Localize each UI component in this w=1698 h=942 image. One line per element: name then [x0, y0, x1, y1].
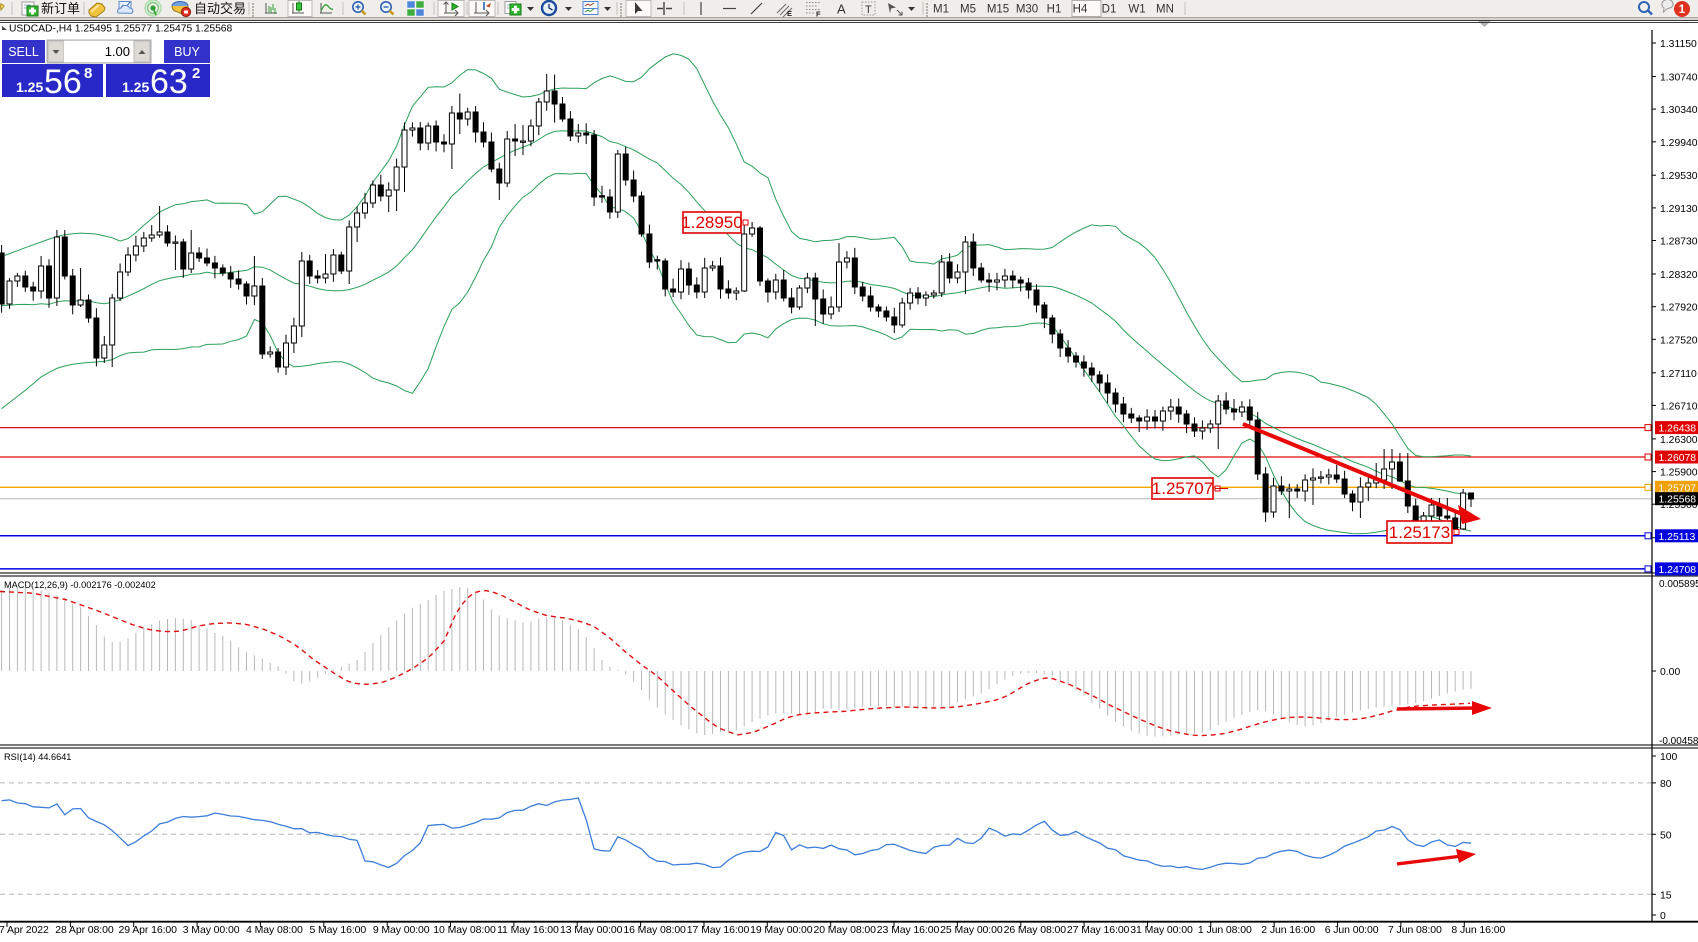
svg-text:1.25113: 1.25113	[1659, 532, 1696, 543]
svg-text:1.00: 1.00	[105, 44, 130, 59]
svg-text:D1: D1	[1102, 4, 1117, 16]
svg-text:80: 80	[1660, 779, 1672, 790]
svg-text:15: 15	[1660, 890, 1672, 901]
svg-text:1 Jun 08:00: 1 Jun 08:00	[1198, 924, 1252, 936]
svg-text:MN: MN	[1156, 4, 1174, 16]
svg-text:56: 56	[44, 63, 82, 101]
svg-text:2: 2	[192, 65, 200, 82]
svg-text:H1: H1	[1047, 4, 1062, 16]
svg-text:10 May 08:00: 10 May 08:00	[433, 924, 496, 936]
svg-text:1.25707: 1.25707	[1659, 483, 1697, 494]
svg-text:1.28730: 1.28730	[1660, 237, 1698, 248]
svg-text:63: 63	[150, 63, 188, 101]
svg-text:6 Jun 00:00: 6 Jun 00:00	[1325, 924, 1379, 936]
svg-text:1.30340: 1.30340	[1660, 105, 1698, 116]
svg-text:M1: M1	[933, 4, 949, 16]
svg-text:1.29130: 1.29130	[1660, 204, 1698, 215]
svg-text:新订单: 新订单	[41, 1, 80, 16]
svg-text:USDCAD-,H4 1.25495 1.25577 1.2: USDCAD-,H4 1.25495 1.25577 1.25475 1.255…	[9, 24, 233, 35]
svg-text:1.26078: 1.26078	[1659, 453, 1697, 464]
svg-text:M5: M5	[960, 4, 976, 16]
svg-text:1.31150: 1.31150	[1660, 39, 1697, 50]
svg-text:19 May 00:00: 19 May 00:00	[750, 924, 813, 936]
svg-text:1.28320: 1.28320	[1660, 270, 1698, 281]
svg-text:27 Apr 2022: 27 Apr 2022	[0, 924, 49, 936]
svg-text:A: A	[837, 2, 846, 17]
svg-text:1.25707: 1.25707	[1152, 479, 1213, 498]
svg-text:1.26438: 1.26438	[1659, 424, 1697, 435]
svg-text:26 May 08:00: 26 May 08:00	[1004, 924, 1067, 936]
svg-text:0: 0	[1660, 911, 1666, 922]
svg-text:7 Jun 08:00: 7 Jun 08:00	[1388, 924, 1442, 936]
svg-text:H4: H4	[1073, 4, 1088, 16]
svg-text:20 May 08:00: 20 May 08:00	[813, 924, 876, 936]
svg-text:RSI(14) 44.6641: RSI(14) 44.6641	[4, 752, 71, 762]
svg-text:1.25900: 1.25900	[1660, 468, 1698, 479]
svg-text:27 May 16:00: 27 May 16:00	[1067, 924, 1130, 936]
svg-text:-0.004586: -0.004586	[1659, 736, 1698, 747]
svg-text:1.24708: 1.24708	[1659, 565, 1697, 576]
svg-text:自动交易: 自动交易	[194, 1, 246, 16]
svg-text:1: 1	[1679, 4, 1686, 16]
svg-text:1.27520: 1.27520	[1660, 335, 1698, 346]
svg-text:1.28950: 1.28950	[681, 213, 742, 232]
svg-text:2 Jun 16:00: 2 Jun 16:00	[1261, 924, 1315, 936]
svg-text:4 May 08:00: 4 May 08:00	[246, 924, 303, 936]
svg-text:1.25173: 1.25173	[1389, 523, 1450, 542]
svg-text:M30: M30	[1016, 4, 1038, 16]
svg-text:1.29530: 1.29530	[1660, 171, 1698, 182]
svg-text:0.00: 0.00	[1660, 667, 1680, 678]
svg-text:11 May 16:00: 11 May 16:00	[497, 924, 559, 936]
svg-text:E: E	[787, 9, 792, 18]
svg-text:29 Apr 16:00: 29 Apr 16:00	[119, 924, 178, 936]
svg-text:1.25: 1.25	[122, 79, 149, 95]
svg-text:31 May 00:00: 31 May 00:00	[1130, 924, 1193, 936]
svg-text:28 Apr 08:00: 28 Apr 08:00	[55, 924, 114, 936]
svg-text:50: 50	[1660, 830, 1672, 841]
svg-text:1.25: 1.25	[16, 79, 43, 95]
svg-text:M15: M15	[987, 4, 1009, 16]
svg-text:1.26300: 1.26300	[1660, 435, 1698, 446]
svg-text:BUY: BUY	[174, 45, 200, 59]
svg-text:13 May 00:00: 13 May 00:00	[560, 924, 623, 936]
svg-text:25 May 00:00: 25 May 00:00	[940, 924, 1003, 936]
svg-text:1.27110: 1.27110	[1660, 369, 1697, 380]
svg-text:1.26710: 1.26710	[1660, 401, 1698, 412]
svg-text:17 May 16:00: 17 May 16:00	[687, 924, 750, 936]
svg-text:5 May 16:00: 5 May 16:00	[309, 924, 366, 936]
svg-text:MACD(12,26,9) -0.002176 -0.002: MACD(12,26,9) -0.002176 -0.002402	[4, 580, 156, 590]
svg-text:SELL: SELL	[8, 45, 39, 59]
svg-text:1.27920: 1.27920	[1660, 303, 1698, 314]
svg-text:3 May 00:00: 3 May 00:00	[183, 924, 240, 936]
svg-text:T: T	[865, 4, 872, 16]
svg-text:1.25568: 1.25568	[1659, 495, 1697, 506]
svg-text:23 May 16:00: 23 May 16:00	[877, 924, 940, 936]
svg-text:8: 8	[84, 65, 92, 82]
svg-text:1.25500: 1.25500	[1660, 500, 1698, 511]
svg-text:100: 100	[1660, 752, 1678, 763]
svg-text:0.005895: 0.005895	[1659, 579, 1698, 590]
svg-text:1.30740: 1.30740	[1660, 73, 1698, 84]
svg-text:9 May 00:00: 9 May 00:00	[373, 924, 430, 936]
svg-text:F: F	[816, 10, 821, 19]
svg-text:16 May 08:00: 16 May 08:00	[623, 924, 686, 936]
svg-text:8 Jun 16:00: 8 Jun 16:00	[1451, 924, 1505, 936]
svg-text:1.29940: 1.29940	[1660, 138, 1698, 149]
svg-text:W1: W1	[1128, 4, 1145, 16]
